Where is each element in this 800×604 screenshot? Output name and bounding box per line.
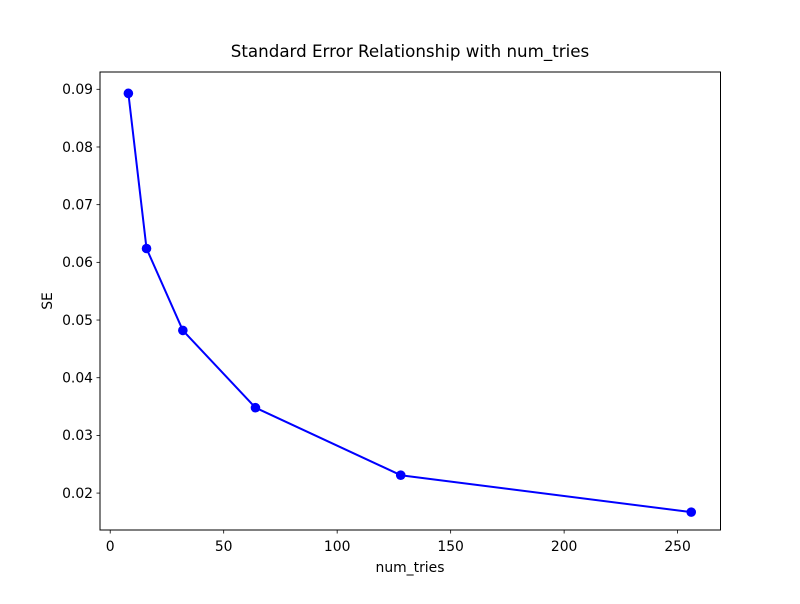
y-tick-label: 0.07 [62, 197, 93, 213]
x-tick-label: 100 [324, 539, 351, 555]
plot-area: 0 50 100 150 200 250 0.02 0.03 0.04 0.05 0.06 0.07 0… [62, 71, 721, 555]
y-tick-label: 0.02 [62, 486, 93, 502]
chart-title: Standard Error Relationship with num_tri… [231, 41, 589, 62]
data-point-marker [250, 402, 261, 413]
y-tick-label: 0.06 [62, 255, 93, 271]
series-line [127, 92, 693, 514]
y-axis-label: SE [40, 292, 56, 310]
plot-spines [99, 71, 721, 531]
data-point-marker [141, 243, 152, 254]
y-tick-label: 0.03 [62, 428, 93, 444]
y-tick-label: 0.09 [62, 82, 93, 98]
y-tick-label: 0.05 [62, 313, 93, 329]
x-axis-label: num_tries [376, 560, 445, 576]
x-tick-label: 0 [106, 539, 115, 555]
x-tick-label: 200 [551, 539, 578, 555]
y-tick-label: 0.04 [62, 371, 93, 387]
y-tick-label: 0.08 [62, 140, 93, 156]
x-tick-label: 50 [215, 539, 233, 555]
data-point-marker [123, 88, 134, 99]
data-point-marker [178, 325, 188, 336]
data-point-marker [395, 470, 406, 481]
x-tick-label: 250 [664, 539, 691, 555]
x-tick-label: 150 [437, 539, 464, 555]
data-point-marker [686, 507, 697, 517]
